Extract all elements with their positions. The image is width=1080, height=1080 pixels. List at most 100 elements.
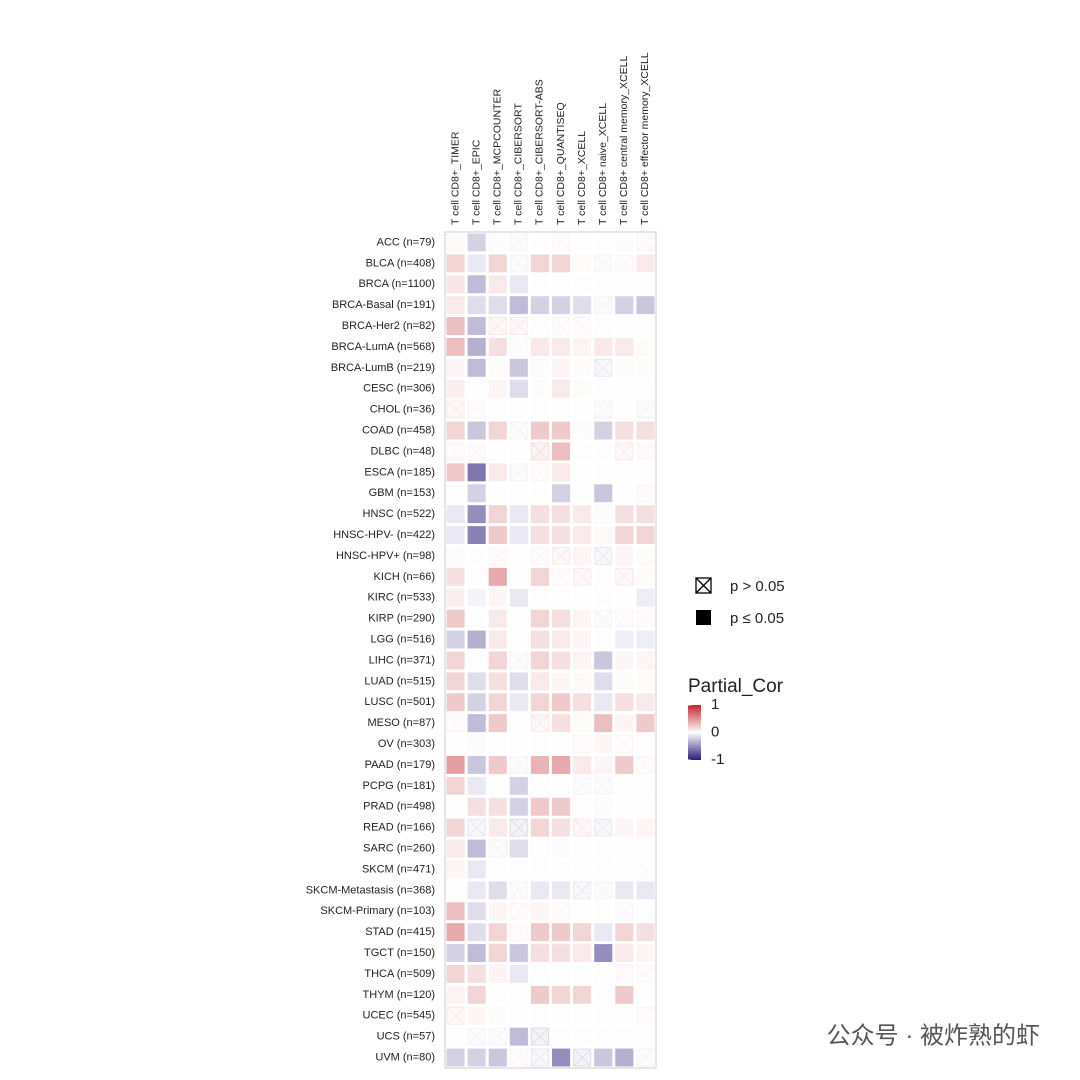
- cell: [594, 902, 613, 921]
- nonsig-cross: [636, 1006, 655, 1025]
- nonsig-cross: [509, 254, 528, 273]
- cell: [594, 944, 613, 962]
- nonsig-cross: [488, 839, 507, 858]
- nonsig-cross: [573, 735, 592, 753]
- cell: [446, 484, 465, 503]
- nonsig-cross: [509, 338, 528, 356]
- nonsig-cross: [615, 442, 634, 461]
- cell: [594, 735, 613, 753]
- cell: [467, 588, 486, 607]
- cell: [594, 839, 613, 858]
- cell: [446, 735, 465, 753]
- cell: [467, 609, 486, 628]
- cell: [530, 881, 550, 900]
- y-tick-label: SKCM-Primary (n=103): [320, 905, 435, 917]
- cell: [552, 881, 571, 900]
- cell: [488, 1006, 507, 1025]
- cell: [573, 756, 592, 774]
- cell: [615, 421, 634, 440]
- cell: [509, 588, 528, 607]
- cell: [488, 421, 507, 440]
- y-tick-label: OV (n=303): [378, 738, 435, 750]
- y-tick-label: LGG (n=516): [370, 633, 435, 645]
- cell: [615, 463, 634, 482]
- cell: [573, 254, 592, 273]
- cell: [636, 651, 655, 670]
- cell: [530, 630, 550, 649]
- nonsig-cross: [446, 442, 465, 461]
- cell: [573, 1006, 592, 1025]
- nonsig-cross: [509, 651, 528, 670]
- nonsig-cross: [488, 442, 507, 461]
- nonsig-cross: [509, 923, 528, 941]
- cell: [467, 1006, 486, 1025]
- cell: [552, 797, 571, 816]
- cell: [467, 944, 486, 962]
- y-tick-label: PCPG (n=181): [363, 780, 435, 792]
- cell: [446, 505, 465, 524]
- cell: [573, 233, 592, 252]
- cell: [446, 421, 465, 440]
- y-tick-label: BRCA-LumA (n=568): [331, 341, 435, 353]
- cell: [552, 296, 571, 315]
- cell: [488, 735, 507, 753]
- cell: [594, 275, 613, 294]
- cell: [615, 672, 634, 691]
- nonsig-cross: [467, 442, 486, 461]
- y-tick-label: UCEC (n=545): [363, 1010, 435, 1022]
- cell: [488, 923, 507, 942]
- y-tick-label: SKCM (n=471): [362, 863, 435, 875]
- nonsig-cross: [509, 818, 528, 837]
- cell: [573, 275, 592, 294]
- cell: [530, 275, 550, 294]
- cell: [636, 379, 655, 398]
- cell: [446, 317, 465, 336]
- nonsig-cross: [573, 818, 592, 837]
- nonsig-cross: [615, 609, 634, 628]
- cell: [636, 463, 655, 482]
- cell: [467, 547, 486, 565]
- cell: [467, 860, 486, 879]
- cell: [552, 1027, 571, 1046]
- cell: [488, 860, 507, 879]
- cell: [573, 484, 592, 503]
- cell: [552, 944, 571, 962]
- cell: [552, 358, 571, 377]
- cell: [446, 358, 465, 377]
- cell: [446, 567, 465, 586]
- cell: [573, 379, 592, 398]
- nonsig-cross: [509, 1048, 528, 1067]
- cell: [446, 944, 465, 962]
- cell: [530, 526, 550, 544]
- cell: [488, 944, 507, 962]
- cell: [488, 965, 507, 983]
- cell: [530, 588, 550, 607]
- cell: [573, 588, 592, 607]
- cell: [467, 254, 486, 273]
- nonsig-cross: [488, 1027, 507, 1046]
- cell: [636, 818, 655, 837]
- cell: [509, 630, 528, 649]
- nonsig-cross: [594, 359, 613, 377]
- nonsig-cross: [509, 756, 528, 774]
- x-tick-label: T cell CD8+_QUANTISEQ: [555, 102, 567, 225]
- cell: [636, 421, 655, 440]
- cell: [530, 965, 550, 983]
- cell: [530, 338, 550, 356]
- cell: [615, 714, 634, 733]
- cell: [467, 714, 486, 733]
- cell: [615, 338, 634, 356]
- cell: [594, 1027, 613, 1046]
- cell: [446, 881, 465, 900]
- cell: [488, 463, 507, 482]
- cell: [446, 463, 465, 482]
- cell: [615, 756, 634, 774]
- nonsig-cross: [531, 359, 549, 377]
- x-tick-label: T cell CD8+_EPIC: [470, 139, 482, 225]
- cell: [552, 672, 571, 691]
- y-tick-label: BRCA-LumB (n=219): [331, 362, 435, 374]
- cell: [552, 505, 571, 524]
- y-tick-label: UCS (n=57): [377, 1031, 435, 1043]
- cell: [488, 651, 507, 670]
